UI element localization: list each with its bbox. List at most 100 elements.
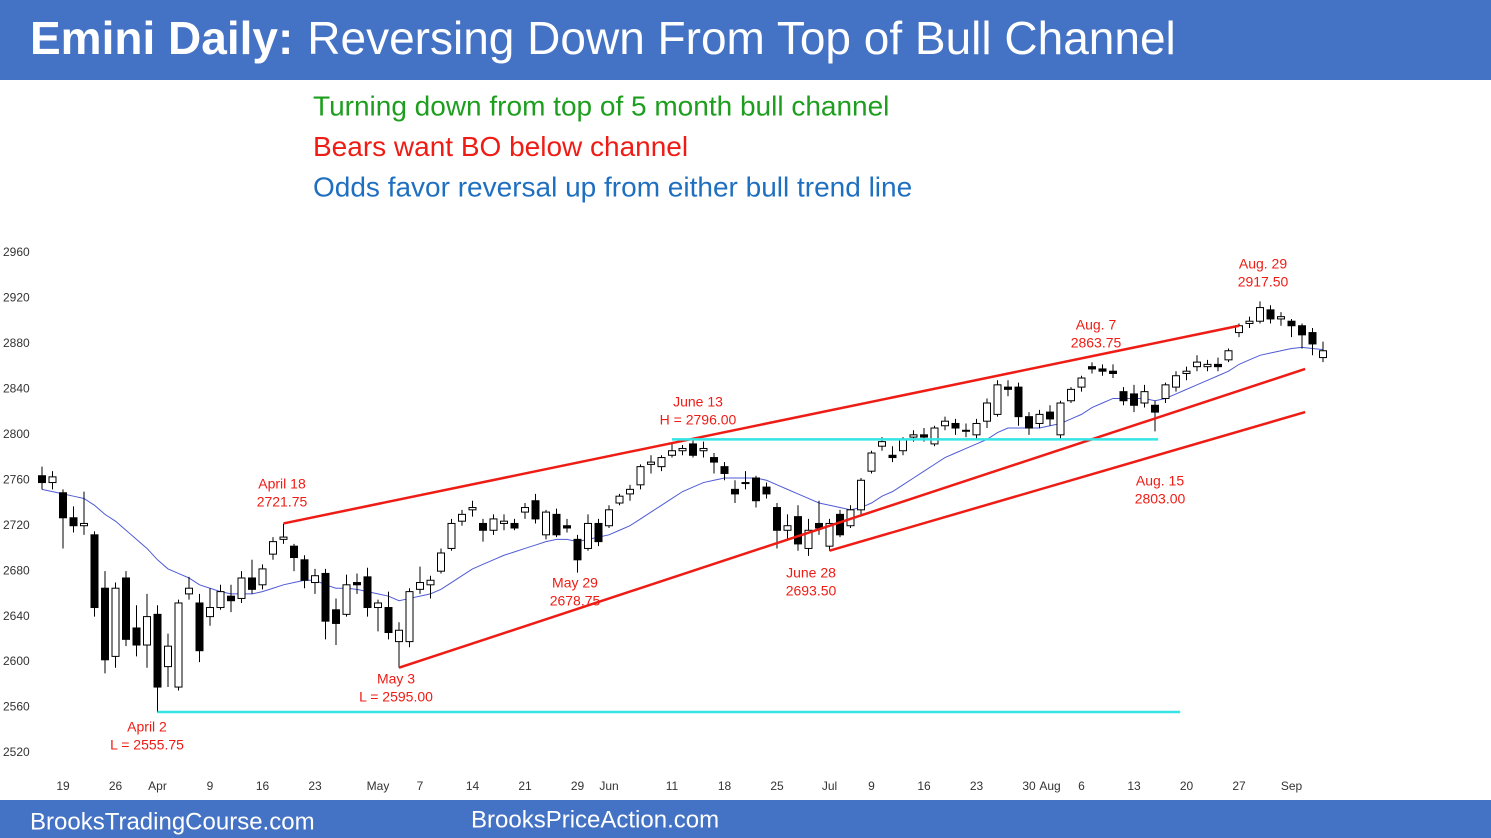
header-bar [0, 0, 1491, 80]
candle-body [615, 495, 624, 504]
x-tick-label: Jul [822, 779, 837, 793]
annotation: 2693.50 [786, 583, 837, 599]
y-tick-label: 2800 [3, 427, 30, 441]
candle-body [1277, 316, 1285, 320]
candle-body [174, 602, 183, 688]
candle-body [857, 479, 865, 511]
candle-body [647, 461, 655, 465]
candle-body [69, 517, 78, 527]
x-tick-label: 20 [1180, 779, 1194, 793]
candle-body [951, 422, 960, 429]
candle-body [1004, 386, 1012, 390]
candle-body [185, 587, 193, 595]
candle-body [279, 536, 288, 540]
x-tick-label: 11 [666, 779, 679, 793]
candle-body [1014, 386, 1023, 418]
x-tick-label: May [367, 779, 390, 793]
candle-body [1151, 404, 1159, 413]
candle-body [38, 475, 46, 484]
candle-body [300, 559, 309, 581]
candle-body [699, 447, 708, 452]
x-tick-label: 13 [1127, 779, 1141, 793]
candle-body [657, 457, 666, 468]
candle-body [1308, 332, 1317, 345]
candle-body [867, 452, 876, 472]
x-tick-label: 16 [256, 779, 270, 793]
y-tick-label: 2680 [3, 563, 30, 577]
y-tick-label: 2920 [3, 291, 30, 305]
candle-body [206, 607, 214, 618]
candle-body [48, 476, 57, 484]
annotation: L = 2595.00 [359, 689, 433, 705]
annotation: May 3 [377, 671, 415, 687]
x-tick-label: 18 [718, 779, 732, 793]
candle-body [594, 522, 603, 543]
annotation: 2863.75 [1071, 335, 1122, 351]
candle-body [731, 488, 739, 495]
candle-body [80, 522, 88, 527]
candle-body [825, 522, 834, 547]
candle-body [804, 529, 813, 549]
candle-body [426, 579, 435, 586]
candle-body [930, 427, 939, 445]
x-tick-label: 16 [917, 779, 931, 793]
title-rest: Reversing Down From Top of Bull Channel [307, 12, 1175, 64]
note: Bears want BO below channel [313, 131, 688, 162]
candle-body [311, 575, 319, 584]
candle-body [332, 609, 340, 624]
candle-body [762, 486, 771, 495]
x-tick-label: 9 [207, 779, 214, 793]
candle-body [363, 576, 372, 609]
candle-body [122, 577, 130, 640]
annotation: L = 2555.75 [110, 737, 184, 753]
candle-body [164, 645, 172, 668]
candle-body [888, 454, 897, 459]
candle-body [521, 507, 529, 513]
candle-body [1088, 366, 1096, 370]
candle-body [1140, 391, 1149, 404]
candle-body [1056, 402, 1065, 436]
footer-bar [0, 800, 1491, 838]
candle-body [132, 627, 141, 646]
x-tick-label: Jun [599, 779, 618, 793]
title-bold: Emini Daily: [30, 12, 293, 64]
candle-body [510, 522, 519, 529]
x-tick-label: Sep [1281, 779, 1303, 793]
candle-body [1319, 350, 1327, 359]
candle-body [920, 434, 928, 438]
candle-body [983, 402, 991, 422]
x-tick-label: 23 [970, 779, 984, 793]
x-tick-label: 14 [466, 779, 480, 793]
candle-body [941, 420, 949, 427]
candle-body [584, 522, 592, 549]
candle-body [783, 525, 792, 531]
candle-body [794, 516, 802, 545]
x-tick-label: 7 [417, 779, 424, 793]
annotation: 2678.75 [550, 593, 601, 609]
candle-body [258, 568, 267, 586]
candle-body [909, 434, 918, 438]
candle-body [468, 507, 477, 511]
candle-body [636, 466, 645, 486]
note: Odds favor reversal up from either bull … [313, 171, 912, 202]
note: Turning down from top of 5 month bull ch… [313, 90, 889, 121]
candle-body [752, 477, 760, 502]
annotation: 2803.00 [1135, 491, 1186, 507]
y-tick-label: 2960 [3, 245, 30, 259]
candle-body [552, 513, 561, 536]
x-tick-label: 29 [571, 779, 585, 793]
candle-body [878, 441, 886, 447]
annotation: Aug. 7 [1076, 317, 1117, 333]
candle-body [59, 492, 67, 519]
candle-body [216, 591, 225, 609]
y-tick-label: 2720 [3, 518, 30, 532]
candle-body [111, 587, 120, 657]
candle-body [1172, 375, 1180, 388]
candle-body [720, 466, 729, 474]
candle-body [195, 602, 204, 652]
candle-body [710, 457, 718, 463]
annotation: Aug. 29 [1239, 256, 1287, 272]
y-tick-label: 2840 [3, 382, 30, 396]
annotation: June 13 [673, 394, 723, 410]
